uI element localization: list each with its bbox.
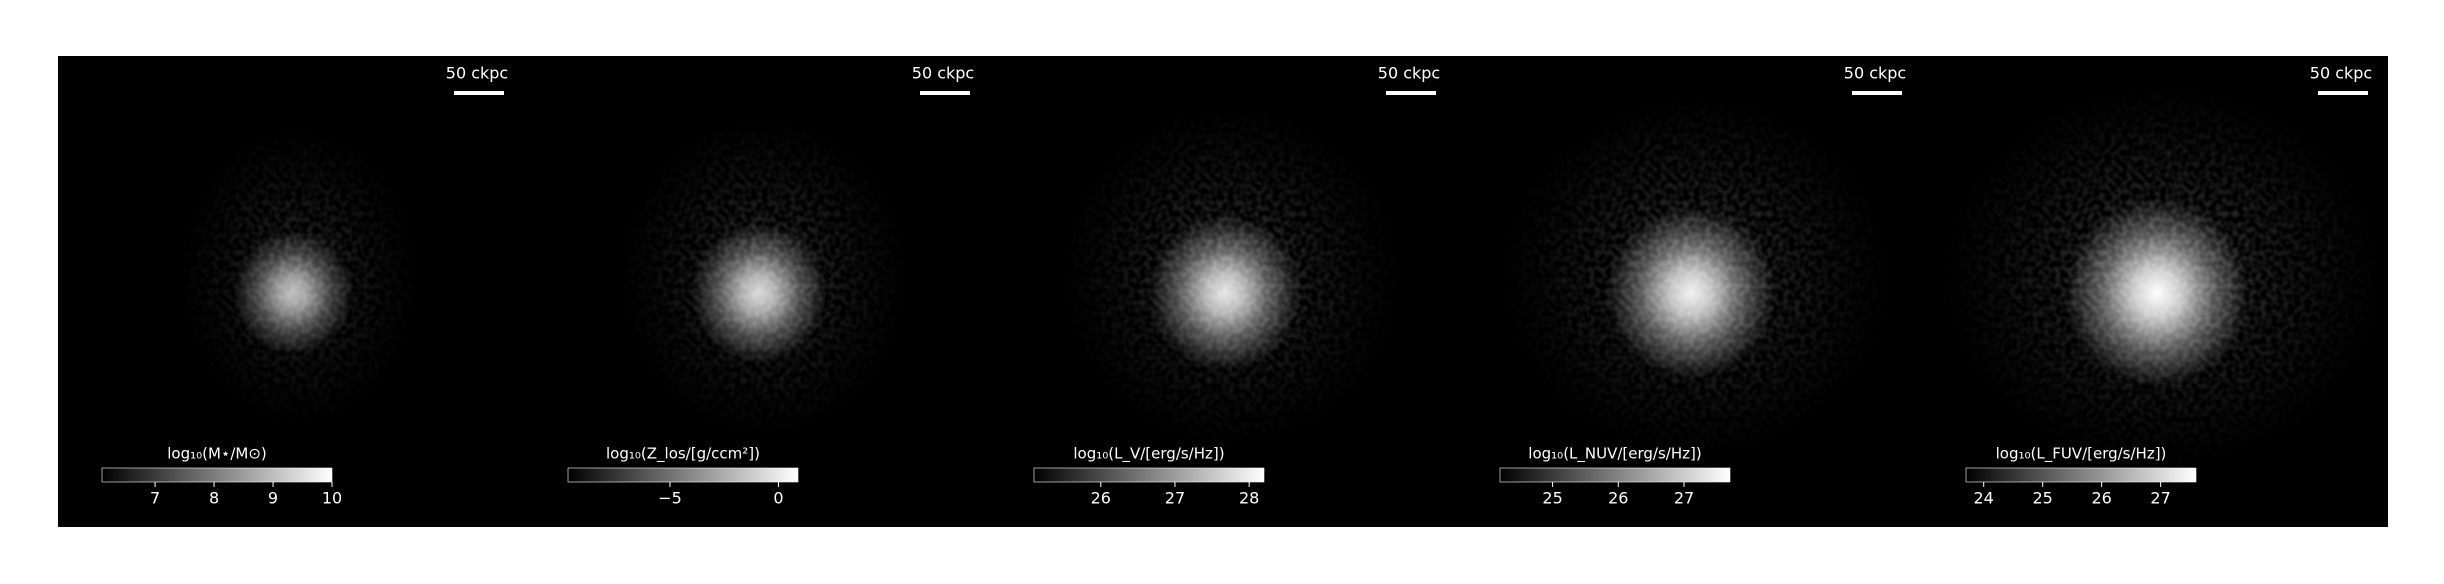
colorbar-label: log₁₀(L_FUV/[erg/s/Hz]) — [1996, 445, 2167, 464]
scalebar-label: 50 ckpc — [1378, 64, 1440, 83]
colorbar-label: log₁₀(Z_los/[g/ccm²]) — [606, 445, 760, 464]
colorbar-tick-label: 24 — [1974, 489, 1994, 508]
colorbar-tick-label: 28 — [1239, 489, 1259, 508]
colorbar — [1965, 467, 2197, 483]
scalebar-label: 50 ckpc — [912, 64, 974, 83]
scalebar-label: 50 ckpc — [1844, 64, 1906, 83]
colorbar-tick-label: 25 — [1542, 489, 1562, 508]
colorbar-tick-label: 26 — [2091, 489, 2111, 508]
colorbar-tick-label: 9 — [268, 489, 278, 508]
colorbar-tick-label: 8 — [209, 489, 219, 508]
colorbar-label: log₁₀(L_V/[erg/s/Hz]) — [1073, 445, 1224, 464]
colorbar-tick-label: 0 — [773, 489, 783, 508]
colorbar-tick-label: −5 — [658, 489, 682, 508]
galaxy-core — [233, 231, 353, 355]
colorbar — [1033, 467, 1265, 483]
panel: 50 ckpc log₁₀(M⋆/M⊙) 7 8 9 10 — [101, 64, 508, 508]
colorbar — [1499, 467, 1731, 483]
colorbar-tick-label: 26 — [1608, 489, 1628, 508]
colorbar-label: log₁₀(L_NUV/[erg/s/Hz]) — [1528, 445, 1701, 464]
galaxy-core — [2065, 199, 2249, 387]
colorbar — [567, 467, 799, 483]
scalebar-label: 50 ckpc — [446, 64, 508, 83]
colorbar-tick-label: 27 — [2150, 489, 2170, 508]
colorbar-tick-label: 27 — [1165, 489, 1185, 508]
colorbar-tick-label: 7 — [150, 489, 160, 508]
panel: 50 ckpc log₁₀(L_NUV/[erg/s/Hz]) 25 26 27 — [1499, 64, 1906, 508]
galaxy-core — [691, 223, 827, 363]
galaxy-core — [1607, 207, 1775, 379]
colorbar — [101, 467, 333, 483]
scalebar-label: 50 ckpc — [2310, 64, 2372, 83]
colorbar-label: log₁₀(M⋆/M⊙) — [167, 445, 267, 463]
colorbar-tick-label: 10 — [322, 489, 342, 508]
colorbar-tick-label: 27 — [1674, 489, 1694, 508]
colorbar-tick-label: 26 — [1091, 489, 1111, 508]
panel: 50 ckpc log₁₀(L_FUV/[erg/s/Hz]) 24 25 26 27 — [1942, 64, 2382, 508]
galaxy-core — [1149, 215, 1301, 371]
panel: 50 ckpc log₁₀(Z_los/[g/ccm²]) −5 0 — [567, 64, 974, 508]
panel: 50 ckpc log₁₀(L_V/[erg/s/Hz]) 26 27 28 — [1033, 64, 1440, 508]
colorbar-tick-label: 25 — [2032, 489, 2052, 508]
